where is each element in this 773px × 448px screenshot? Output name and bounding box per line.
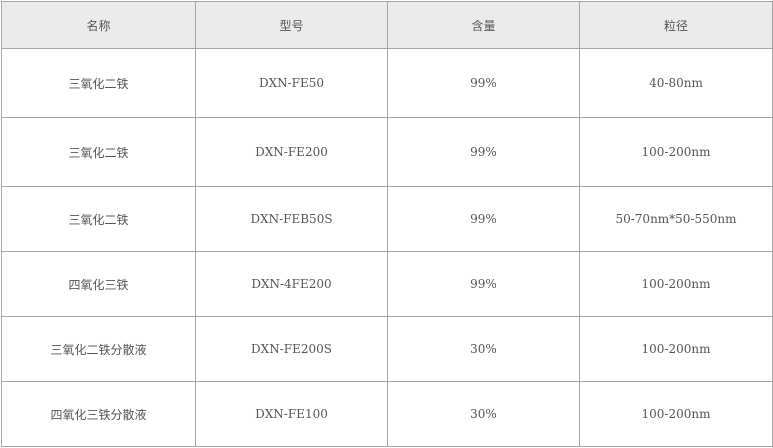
cell-content: 99%: [387, 251, 580, 317]
table-header-row: 名称 型号 含量 粒径: [1, 1, 773, 49]
table-row: 三氧化二铁 DXN-FE50 99% 40-80nm: [1, 48, 773, 118]
cell-model: DXN-FE50: [195, 48, 388, 118]
table-row: 四氧化三铁 DXN-4FE200 99% 100-200nm: [1, 251, 773, 317]
cell-content: 99%: [387, 117, 580, 187]
header-particle-size: 粒径: [579, 1, 773, 49]
table-row: 三氧化二铁 DXN-FEB50S 99% 50-70nm*50-550nm: [1, 186, 773, 252]
table-row: 三氧化二铁 DXN-FE200 99% 100-200nm: [1, 117, 773, 187]
header-content: 含量: [387, 1, 580, 49]
cell-particle-size: 40-80nm: [579, 48, 773, 118]
cell-content: 30%: [387, 316, 580, 382]
cell-content: 99%: [387, 186, 580, 252]
cell-name: 四氧化三铁分散液: [1, 381, 196, 447]
cell-name: 三氧化二铁: [1, 186, 196, 252]
table-row: 四氧化三铁分散液 DXN-FE100 30% 100-200nm: [1, 381, 773, 447]
cell-model: DXN-FE200S: [195, 316, 388, 382]
cell-content: 99%: [387, 48, 580, 118]
cell-model: DXN-4FE200: [195, 251, 388, 317]
cell-model: DXN-FE200: [195, 117, 388, 187]
cell-content: 30%: [387, 381, 580, 447]
cell-model: DXN-FEB50S: [195, 186, 388, 252]
cell-particle-size: 100-200nm: [579, 316, 773, 382]
cell-particle-size: 100-200nm: [579, 117, 773, 187]
cell-name: 三氧化二铁: [1, 48, 196, 118]
cell-particle-size: 100-200nm: [579, 381, 773, 447]
cell-particle-size: 100-200nm: [579, 251, 773, 317]
header-model: 型号: [195, 1, 388, 49]
cell-name: 四氧化三铁: [1, 251, 196, 317]
cell-name: 三氧化二铁: [1, 117, 196, 187]
table-row: 三氧化二铁分散液 DXN-FE200S 30% 100-200nm: [1, 316, 773, 382]
cell-particle-size: 50-70nm*50-550nm: [579, 186, 773, 252]
cell-name: 三氧化二铁分散液: [1, 316, 196, 382]
header-name: 名称: [1, 1, 196, 49]
cell-model: DXN-FE100: [195, 381, 388, 447]
